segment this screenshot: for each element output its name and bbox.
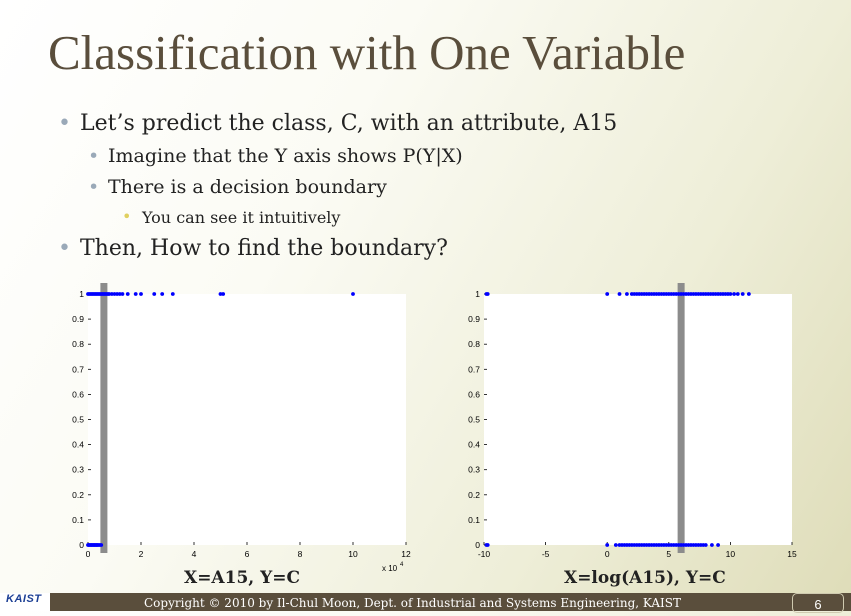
data-point — [732, 292, 736, 296]
data-point — [160, 292, 165, 296]
y-tick-label: 0.1 — [468, 515, 480, 525]
x-multiplier: x 10 — [382, 564, 398, 573]
bullet-2-text: Then, How to find the boundary? — [80, 236, 448, 261]
y-tick-label: 0.8 — [468, 339, 480, 349]
y-tick-label: 1 — [79, 289, 84, 299]
chart-caption-left: X=A15, Y=C — [184, 568, 301, 588]
page-number: 6 — [792, 593, 844, 613]
y-tick-label: 0.5 — [72, 415, 84, 425]
y-tick-label: 0.8 — [72, 339, 84, 349]
data-point — [218, 292, 223, 296]
data-point — [221, 292, 226, 296]
y-tick-label: 0.5 — [468, 415, 480, 425]
y-tick-label: 0.7 — [72, 364, 84, 374]
data-point — [735, 292, 740, 296]
bullet-marker: • — [58, 236, 71, 261]
data-point — [746, 292, 751, 296]
x-tick-label: 0 — [605, 549, 610, 559]
y-tick-label: 0.6 — [72, 389, 84, 399]
x-tick-label: 10 — [726, 549, 736, 559]
bullet-2: • Then, How to find the boundary? — [58, 236, 448, 261]
decision-boundary — [677, 283, 685, 553]
decision-boundary — [100, 283, 108, 553]
data-point — [170, 292, 175, 296]
data-point — [605, 543, 610, 547]
data-point — [109, 292, 114, 296]
data-point — [617, 292, 622, 296]
bullet-1: • Let’s predict the class, C, with an at… — [58, 111, 618, 136]
y-tick-label: 0.4 — [72, 440, 84, 450]
x-tick-label: 4 — [192, 549, 197, 559]
data-point — [117, 292, 122, 296]
y-tick-label: 0.1 — [72, 515, 84, 525]
plot-area — [88, 294, 406, 545]
copyright-text: Copyright © 2010 by Il-Chul Moon, Dept. … — [144, 596, 681, 610]
data-point — [716, 543, 720, 547]
bullet-1-1: • Imagine that the Y axis shows P(Y|X) — [88, 145, 463, 167]
y-tick-label: 0 — [79, 540, 84, 550]
bullet-marker: • — [58, 111, 71, 136]
data-point — [625, 292, 629, 296]
data-point — [740, 292, 745, 296]
y-tick-label: 0.6 — [468, 389, 480, 399]
y-tick-label: 0.4 — [468, 440, 480, 450]
x-tick-label: 2 — [139, 549, 144, 559]
x-tick-label: 6 — [245, 549, 250, 559]
slide-title: Classification with One Variable — [48, 25, 686, 80]
data-point — [703, 543, 708, 547]
y-tick-label: 0.9 — [72, 314, 84, 324]
y-tick-label: 0.3 — [468, 465, 480, 475]
plot-area — [484, 294, 792, 545]
data-point — [133, 292, 138, 296]
data-point — [139, 292, 143, 296]
x-tick-label: -10 — [478, 549, 491, 559]
x-tick-label: 12 — [401, 549, 411, 559]
scatter-chart-a15: 00.10.20.30.40.50.60.70.80.910 2 4 6 8 10 12x … — [72, 283, 411, 573]
data-point — [120, 292, 125, 296]
data-point — [351, 292, 355, 296]
data-point — [605, 292, 610, 296]
footer-bar — [0, 593, 851, 611]
y-tick-label: 0.3 — [72, 465, 84, 475]
scatter-chart-log-a15: 0 0.1 0.2 0.3 0.4 0.5 0.6 0.7 0.8 0.9 1 -10 -5 0 5 10 15 — [468, 283, 797, 559]
y-tick-label: 0.7 — [468, 364, 480, 374]
data-point — [125, 292, 130, 296]
x-tick-label: 8 — [298, 549, 303, 559]
x-tick-label: -5 — [542, 549, 550, 559]
logo-box: KAIST — [0, 593, 50, 611]
bullet-marker: • — [88, 145, 100, 167]
kaist-logo: KAIST — [6, 593, 42, 605]
bullet-1-2-1-text: You can see it intuitively — [142, 208, 341, 227]
x-tick-label: 0 — [86, 549, 91, 559]
data-point — [112, 292, 117, 296]
bullet-1-2: • There is a decision boundary — [88, 176, 387, 198]
data-point — [485, 292, 490, 296]
chart-caption-right: X=log(A15), Y=C — [564, 568, 726, 588]
bullet-1-text: Let’s predict the class, C, with an attr… — [80, 111, 618, 136]
bullet-1-2-text: There is a decision boundary — [108, 176, 387, 198]
bullet-1-2-1: • You can see it intuitively — [122, 207, 341, 227]
y-tick-label: 0 — [475, 540, 480, 550]
y-tick-label: 0.2 — [72, 490, 84, 500]
bullet-marker: • — [88, 176, 100, 198]
data-point — [115, 292, 120, 296]
y-tick-label: 0.9 — [468, 314, 480, 324]
data-point — [728, 292, 733, 296]
data-point — [613, 543, 618, 547]
x-tick-label: 5 — [666, 549, 671, 559]
x-multiplier-exponent: 4 — [400, 562, 404, 568]
data-point — [107, 292, 112, 296]
data-point — [99, 543, 104, 547]
y-tick-label: 0.2 — [468, 490, 480, 500]
bullet-marker: • — [122, 207, 132, 226]
x-tick-label: 15 — [787, 549, 797, 559]
data-point — [152, 292, 157, 296]
data-point — [485, 543, 490, 547]
y-tick-label: 1 — [475, 289, 480, 299]
data-point — [710, 543, 714, 547]
bullet-1-1-text: Imagine that the Y axis shows P(Y|X) — [108, 145, 463, 167]
x-tick-label: 10 — [348, 549, 358, 559]
